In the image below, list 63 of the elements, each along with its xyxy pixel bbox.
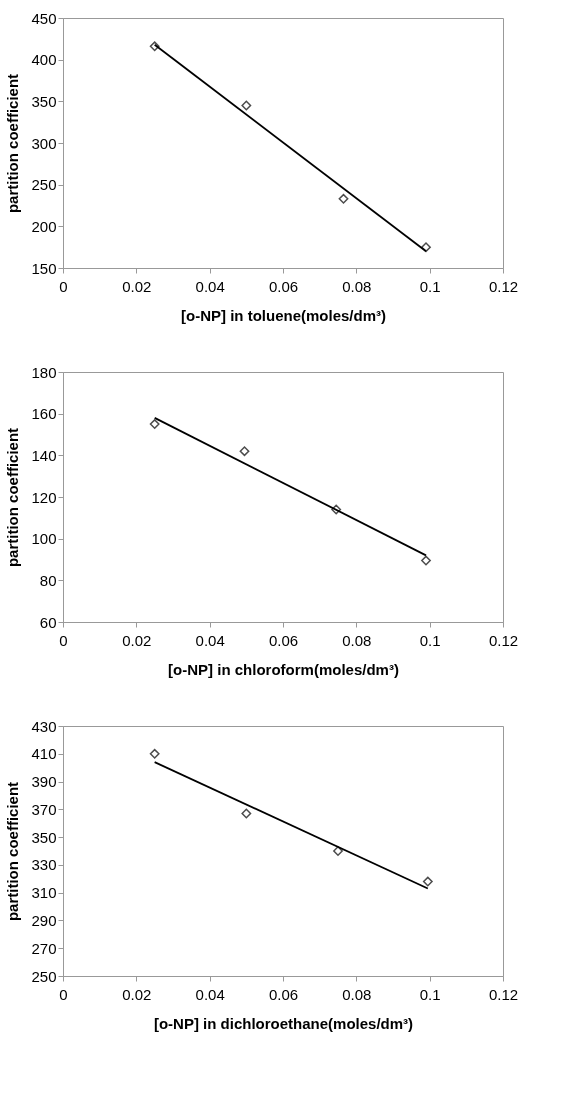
point [149, 41, 160, 52]
x-tick-label: 0 [59, 631, 68, 649]
y-tick-label: 270 [31, 939, 57, 957]
x-tick-label: 0.06 [268, 631, 299, 649]
y-tick-label: 350 [31, 828, 57, 846]
y-axis-title: partition coefficient [4, 73, 22, 214]
x-tick-label: 0.02 [122, 277, 152, 295]
x-tick-label: 0.12 [488, 985, 519, 1003]
y-tick-label: 410 [31, 745, 57, 763]
y-tick-label: 290 [31, 911, 57, 929]
point [422, 876, 433, 887]
y-tick-label: 60 [39, 613, 57, 631]
y-tick-label: 370 [31, 800, 57, 818]
point [241, 100, 252, 111]
y-tick-label: 330 [31, 856, 57, 874]
x-tick-label: 0.06 [268, 277, 299, 295]
point [331, 504, 342, 515]
y-tick-label: 250 [31, 176, 57, 194]
x-tick-label: 0.06 [268, 985, 299, 1003]
y-tick-label: 140 [31, 446, 57, 464]
point [338, 193, 349, 204]
y-tick-label: 300 [31, 134, 57, 152]
x-tick-label: 0.12 [488, 631, 519, 649]
x-tick-label: 0.12 [488, 277, 519, 295]
x-tick-label: 0.08 [342, 985, 372, 1003]
y-tick-label: 200 [31, 217, 57, 235]
y-tick-label: 400 [31, 51, 57, 69]
point [239, 446, 250, 457]
y-axis-title: partition coefficient [4, 427, 22, 568]
y-tick-label: 100 [31, 530, 57, 548]
x-tick-label: 0.08 [342, 631, 372, 649]
y-tick-label: 310 [31, 884, 57, 902]
x-tick-label: 0.04 [195, 985, 225, 1003]
x-tick-label: 0.04 [195, 277, 225, 295]
point [421, 242, 431, 253]
x-tick-label: 0 [59, 985, 68, 1003]
y-tick-label: 120 [31, 488, 57, 506]
y-tick-label: 430 [31, 717, 57, 735]
y-tick-label: 150 [31, 259, 57, 277]
x-tick-label: 0.02 [122, 985, 152, 1003]
point [241, 808, 252, 819]
x-tick-label: 0.04 [195, 631, 225, 649]
y-tick-label: 450 [31, 9, 57, 27]
x-axis-title: [o-NP] in dichloroethane(moles/dm³) [153, 1014, 414, 1032]
point [149, 419, 160, 430]
y-tick-label: 80 [39, 571, 57, 589]
x-axis-title: [o-NP] in chloroform(moles/dm³) [168, 660, 399, 678]
x-tick-label: 0.08 [342, 277, 372, 295]
x-axis-title: [o-NP] in toluene(moles/dm³) [181, 306, 386, 324]
point [149, 748, 160, 759]
x-tick-label: 0.1 [419, 277, 441, 295]
y-tick-label: 390 [31, 773, 57, 791]
y-tick-label: 250 [31, 967, 57, 985]
y-tick-label: 350 [31, 92, 57, 110]
y-axis-title: partition coefficient [4, 781, 22, 922]
point [421, 555, 431, 566]
point [333, 846, 343, 856]
y-tick-label: 160 [31, 405, 57, 423]
x-tick-label: 0.02 [122, 631, 152, 649]
y-tick-label: 180 [31, 363, 57, 381]
x-tick-label: 0.1 [419, 985, 441, 1003]
x-tick-label: 0 [59, 277, 68, 295]
x-tick-label: 0.1 [419, 631, 441, 649]
